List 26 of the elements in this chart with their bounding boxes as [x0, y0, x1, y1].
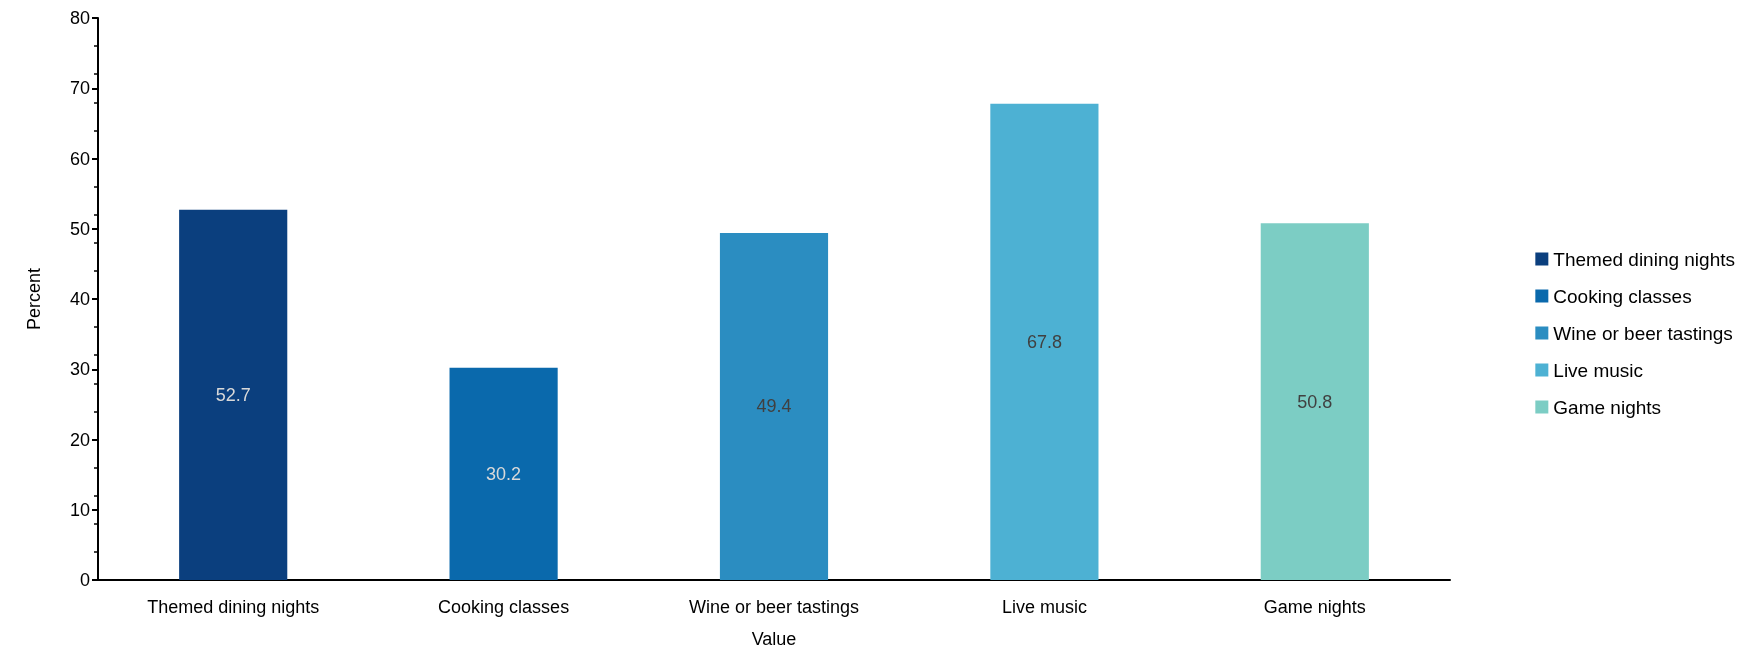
x-axis-title: Value — [751, 629, 797, 649]
y-tick-label: 50 — [69, 218, 90, 239]
y-tick-label: 20 — [69, 429, 90, 450]
data-label: 52.7 — [215, 384, 251, 405]
legend-label: Game nights — [1553, 396, 1662, 418]
x-tick-label: Live music — [1001, 597, 1087, 617]
legend-label: Cooking classes — [1553, 285, 1692, 307]
legend-label: Themed dining nights — [1553, 248, 1735, 270]
x-tick-label: Themed dining nights — [147, 597, 320, 617]
y-axis-title: Percent — [24, 267, 44, 331]
legend-label: Wine or beer tastings — [1553, 322, 1733, 344]
y-tick-label: 0 — [79, 570, 90, 590]
y-tick-label: 30 — [69, 359, 90, 380]
y-tick-label: 40 — [69, 289, 90, 309]
data-label: 30.2 — [486, 463, 522, 484]
y-tick-label: 10 — [69, 499, 90, 520]
data-label: 50.8 — [1297, 391, 1333, 412]
y-tick-label: 70 — [69, 78, 90, 99]
data-label: 49.4 — [756, 396, 792, 417]
x-tick-label: Wine or beer tastings — [688, 597, 860, 617]
data-label: 67.8 — [1026, 331, 1062, 352]
y-tick-label: 60 — [69, 148, 90, 169]
x-tick-label: Cooking classes — [438, 597, 570, 617]
x-tick-label: Game nights — [1263, 597, 1366, 617]
y-tick-label: 80 — [69, 8, 90, 28]
legend-label: Live music — [1553, 359, 1644, 381]
